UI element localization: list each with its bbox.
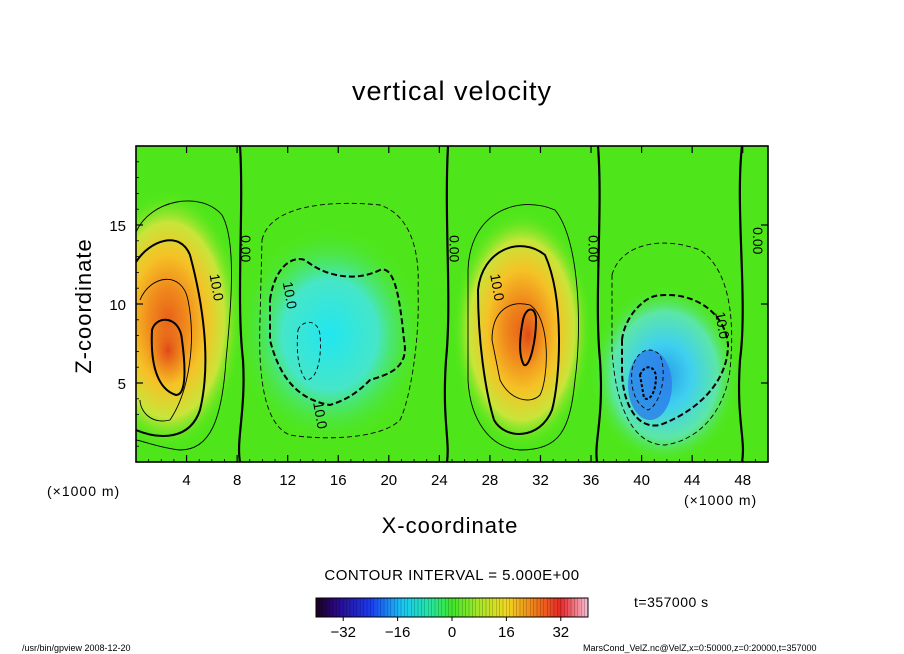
- footer-file-info: MarsCond_VelZ.nc@VelZ,x=0:50000,z=0:2000…: [583, 643, 817, 653]
- chart-title: vertical velocity: [351, 76, 553, 106]
- contour-label: 10.0: [207, 273, 228, 303]
- contour-label: 10.0: [280, 280, 301, 310]
- contour-label: 0.00: [586, 235, 602, 262]
- contour-up-5-right: [467, 204, 579, 451]
- contour-labels: 0.00 0.00 0.00 0.00 10.0 10.0 10.0 10.0 10.0: [207, 227, 766, 430]
- x-tick-label: 44: [684, 472, 701, 489]
- x-tick-label: 40: [633, 472, 650, 489]
- contour-up-10-left: [136, 239, 207, 437]
- zero-contour-4: [737, 146, 745, 462]
- colorbar-tick-label: 32: [552, 624, 569, 641]
- contour-interval-label: CONTOUR INTERVAL = 5.000E+00: [324, 567, 580, 584]
- zero-contour-1: [237, 146, 245, 462]
- x-unit-label-left: (×1000 m): [47, 483, 121, 499]
- x-tick-label: 24: [431, 472, 448, 489]
- x-tick-label: 8: [233, 472, 241, 489]
- contour-lines: [136, 146, 745, 462]
- footer-command: /usr/bin/gpview 2008-12-20: [22, 643, 131, 653]
- downdraft-core-right: [628, 350, 672, 420]
- x-tick-label: 36: [583, 472, 600, 489]
- contour-down-20-right: [638, 366, 658, 400]
- colorbar-stripes: [319, 598, 585, 617]
- x-tick-label: 16: [330, 472, 347, 489]
- x-tick-label: 12: [279, 472, 296, 489]
- contour-label: 0.00: [238, 235, 254, 262]
- x-tick-label: 28: [482, 472, 499, 489]
- contour-label: 10.0: [712, 310, 733, 340]
- contour-label: 0.00: [446, 235, 462, 262]
- colorbar-tick-label: −32: [330, 624, 355, 641]
- contour-label: 10.0: [487, 273, 508, 303]
- y-tick-label: 10: [109, 297, 126, 314]
- y-tick-label: 15: [109, 218, 126, 235]
- x-axis-label: X-coordinate: [381, 513, 519, 538]
- colorbar-tick-label: 0: [448, 624, 456, 641]
- x-tick-label: 48: [734, 472, 751, 489]
- colorbar-tick-label: −16: [385, 624, 410, 641]
- y-axis-label: Z-coordinate: [71, 238, 96, 374]
- updraft-core-left: [146, 315, 190, 385]
- zero-contour-2: [443, 146, 450, 462]
- contour-label: 10.0: [310, 401, 331, 431]
- downdraft-cell-left: [235, 225, 425, 445]
- colorbar-tick-label: 16: [498, 624, 515, 641]
- contour-down-5-right: [611, 242, 733, 446]
- contour-up-20-right: [519, 308, 538, 367]
- x-tick-label: 32: [532, 472, 549, 489]
- y-axis-ticks: 5 10 15: [109, 161, 768, 447]
- contour-up-20-left: [150, 318, 186, 397]
- contour-down-10-left: [269, 258, 406, 407]
- contour-down-15-left: [296, 321, 321, 381]
- contour-up-10-right: [476, 245, 560, 435]
- x-tick-label: 20: [380, 472, 397, 489]
- zero-contour-3: [595, 146, 603, 462]
- contour-down-15-right: [631, 349, 664, 411]
- contour-up-15-right: [491, 303, 547, 401]
- contour-up-15-left: [139, 278, 192, 422]
- contour-down-5-left: [259, 202, 419, 439]
- x-tick-label: 4: [182, 472, 190, 489]
- contour-label: 0.00: [750, 227, 766, 254]
- contour-up-5-left: [136, 200, 232, 451]
- colorbar-ticks: −32 −16 0 16 32: [330, 617, 569, 641]
- heatmap-field: [136, 146, 768, 462]
- x-axis-ticks: 4 8 12 16 20 24 28 32 36 40 44 48: [148, 146, 756, 489]
- x-unit-label-right: (×1000 m): [684, 492, 758, 508]
- y-tick-label: 5: [118, 376, 126, 393]
- time-label: t=357000 s: [634, 594, 709, 610]
